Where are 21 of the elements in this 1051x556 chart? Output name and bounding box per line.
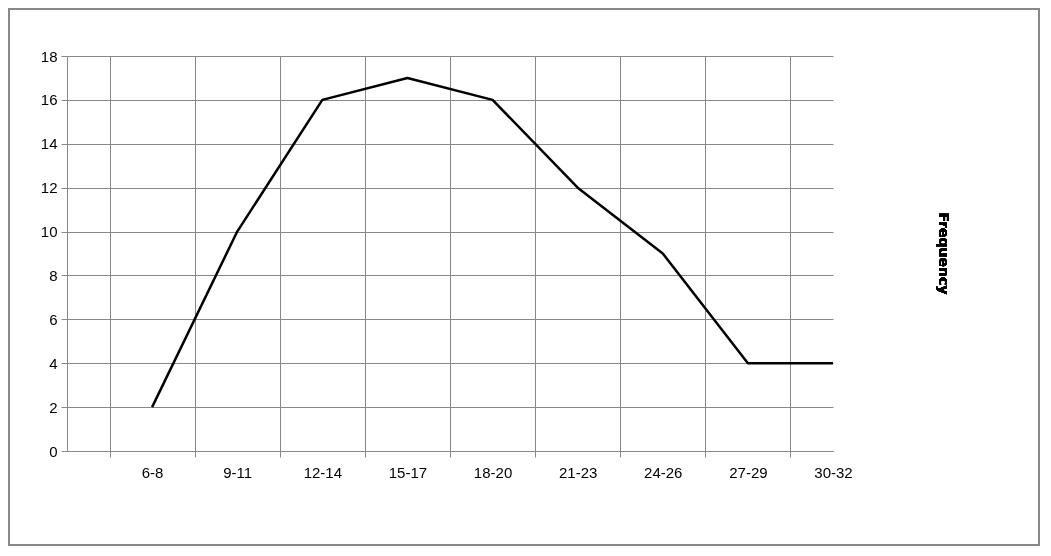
x-tick-label: 27-29 — [729, 463, 768, 481]
y-tick-label: 6 — [49, 310, 58, 328]
x-tick-label: 6-8 — [141, 463, 164, 481]
text: Frequency — [936, 212, 952, 295]
line-series — [150, 76, 835, 409]
y-tick-label: 14 — [40, 135, 58, 153]
x-tick-label: 15-17 — [388, 463, 428, 481]
x-tick-label: 30-32 — [814, 463, 853, 481]
y-tick-label: 8 — [49, 266, 58, 284]
x-tick-label: 21-23 — [558, 463, 598, 481]
y-tick-label: 0 — [49, 442, 58, 460]
x-tick-label: 12-14 — [303, 463, 343, 481]
x-tick-label: 9-11 — [223, 463, 253, 481]
y-tick-label: 18 — [40, 47, 58, 65]
x-tick-label: 18-20 — [473, 463, 513, 481]
y-tick-label: 12 — [40, 179, 58, 197]
y-tick-label: 2 — [49, 398, 58, 416]
x-tick-label: 24-26 — [644, 463, 683, 481]
y-tick-label: 16 — [40, 91, 58, 109]
y-tick-label: 10 — [40, 223, 58, 241]
y-tick-label: 4 — [49, 354, 58, 372]
